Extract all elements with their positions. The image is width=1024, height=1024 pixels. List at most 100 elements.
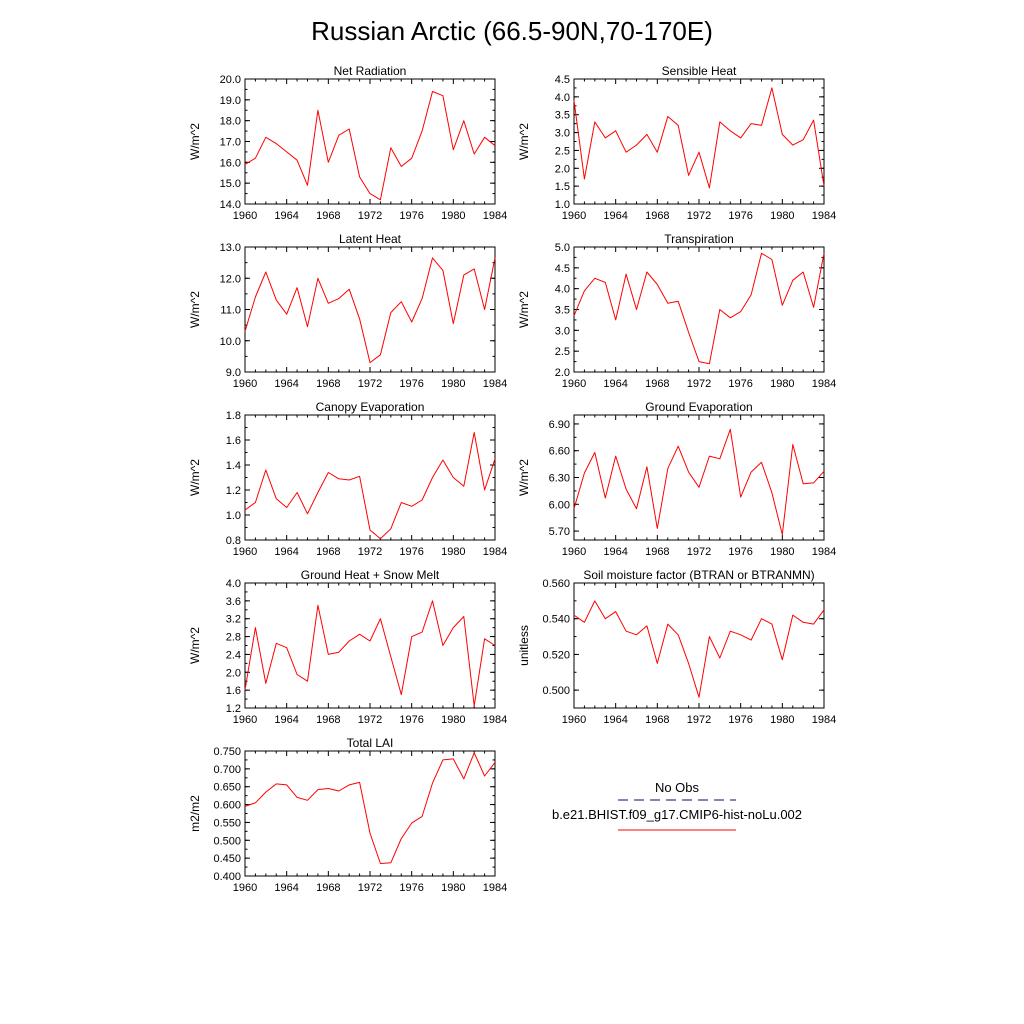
x-tick-label: 1984 bbox=[483, 714, 507, 726]
plot-frame bbox=[244, 78, 496, 205]
chart-panel: Total LAI m2/m2 1960 1964 1968 1972 1976 1980 19… bbox=[188, 736, 507, 894]
figure-title: Russian Arctic (66.5-90N,70-170E) bbox=[311, 16, 713, 46]
y-tick-label: 0.750 bbox=[213, 746, 241, 758]
y-axis-label: W/m^2 bbox=[517, 459, 531, 496]
y-tick-label: 1.8 bbox=[226, 410, 241, 422]
x-tick-label: 1972 bbox=[687, 546, 711, 558]
x-tick-label: 1972 bbox=[687, 378, 711, 390]
x-tick-label: 1960 bbox=[233, 714, 257, 726]
x-tick-label: 1980 bbox=[441, 714, 465, 726]
series-line bbox=[573, 428, 825, 536]
x-tick-label: 1984 bbox=[812, 546, 836, 558]
y-tick-label: 11.0 bbox=[220, 305, 241, 317]
y-tick-label: 4.0 bbox=[226, 578, 241, 590]
x-tick-label: 1960 bbox=[562, 546, 586, 558]
x-tick-label: 1984 bbox=[812, 210, 836, 222]
y-tick-label: 0.400 bbox=[213, 871, 241, 883]
x-tick-label: 1972 bbox=[358, 882, 382, 894]
plot-frame bbox=[573, 582, 825, 709]
series-line bbox=[573, 252, 825, 365]
chart-title: Soil moisture factor (BTRAN or BTRANMN) bbox=[583, 568, 814, 582]
y-axis-label: W/m^2 bbox=[188, 459, 202, 496]
x-tick-label: 1976 bbox=[399, 210, 423, 222]
y-tick-label: 6.00 bbox=[549, 499, 570, 511]
y-tick-label: 4.5 bbox=[555, 74, 570, 86]
x-tick-label: 1976 bbox=[399, 378, 423, 390]
y-tick-label: 10.0 bbox=[220, 336, 241, 348]
x-tick-label: 1984 bbox=[812, 378, 836, 390]
y-tick-label: 3.0 bbox=[555, 128, 570, 140]
y-tick-label: 3.0 bbox=[555, 325, 570, 337]
y-tick-label: 4.0 bbox=[555, 92, 570, 104]
chart-title: Ground Heat + Snow Melt bbox=[301, 568, 440, 582]
x-tick-label: 1976 bbox=[728, 714, 752, 726]
series-line bbox=[573, 87, 825, 189]
x-tick-label: 1972 bbox=[358, 714, 382, 726]
x-tick-label: 1984 bbox=[483, 378, 507, 390]
x-tick-label: 1960 bbox=[233, 378, 257, 390]
x-tick-label: 1980 bbox=[770, 714, 794, 726]
y-tick-label: 12.0 bbox=[220, 273, 241, 285]
series-line bbox=[244, 257, 496, 364]
y-axis-label: m2/m2 bbox=[188, 795, 202, 832]
y-axis-label: unitless bbox=[517, 625, 531, 666]
y-tick-label: 3.2 bbox=[226, 614, 241, 626]
chart-title: Transpiration bbox=[664, 232, 734, 246]
plot-frame bbox=[573, 246, 825, 373]
y-tick-label: 2.4 bbox=[226, 649, 241, 661]
x-tick-label: 1964 bbox=[603, 714, 627, 726]
x-tick-label: 1972 bbox=[358, 546, 382, 558]
y-tick-label: 4.5 bbox=[555, 263, 570, 275]
plot-frame bbox=[244, 750, 496, 877]
y-tick-label: 20.0 bbox=[220, 74, 241, 86]
y-axis-label: W/m^2 bbox=[188, 627, 202, 664]
y-tick-label: 2.8 bbox=[226, 632, 241, 644]
x-tick-label: 1960 bbox=[562, 210, 586, 222]
x-tick-label: 1960 bbox=[233, 882, 257, 894]
y-tick-label: 2.5 bbox=[555, 346, 570, 358]
series-line bbox=[244, 600, 496, 707]
y-tick-label: 0.600 bbox=[213, 800, 241, 812]
y-axis-label: W/m^2 bbox=[188, 291, 202, 328]
y-tick-label: 2.5 bbox=[555, 145, 570, 157]
plot-frame bbox=[573, 78, 825, 205]
x-tick-label: 1964 bbox=[603, 546, 627, 558]
x-tick-label: 1980 bbox=[770, 546, 794, 558]
x-tick-label: 1976 bbox=[399, 882, 423, 894]
y-tick-label: 0.8 bbox=[226, 535, 241, 547]
x-tick-label: 1968 bbox=[316, 210, 340, 222]
y-tick-label: 6.90 bbox=[549, 419, 570, 431]
y-tick-label: 2.0 bbox=[226, 667, 241, 679]
y-tick-label: 6.60 bbox=[549, 446, 570, 458]
chart-title: Ground Evaporation bbox=[645, 400, 752, 414]
x-tick-label: 1964 bbox=[603, 378, 627, 390]
y-tick-label: 4.0 bbox=[555, 284, 570, 296]
y-axis-label: W/m^2 bbox=[517, 291, 531, 328]
panels: Net Radiation W/m^2 1960 1964 1968 1972 1976 19… bbox=[188, 64, 836, 894]
x-tick-label: 1964 bbox=[603, 210, 627, 222]
y-tick-label: 3.5 bbox=[555, 305, 570, 317]
x-tick-label: 1976 bbox=[399, 714, 423, 726]
chart-panel: Soil moisture factor (BTRAN or BTRANMN) u… bbox=[517, 568, 836, 726]
x-tick-label: 1984 bbox=[812, 714, 836, 726]
x-tick-label: 1964 bbox=[274, 714, 298, 726]
y-tick-label: 14.0 bbox=[220, 199, 241, 211]
chart-panel: Ground Evaporation W/m^2 1960 1964 1968 1972 1… bbox=[517, 400, 836, 558]
x-tick-label: 1960 bbox=[233, 210, 257, 222]
x-tick-label: 1972 bbox=[358, 210, 382, 222]
chart-title: Net Radiation bbox=[334, 64, 407, 78]
chart-panel: Ground Heat + Snow Melt W/m^2 1960 1964 1968… bbox=[188, 568, 507, 726]
x-tick-label: 1964 bbox=[274, 546, 298, 558]
y-tick-label: 9.0 bbox=[226, 367, 241, 379]
x-tick-label: 1984 bbox=[483, 546, 507, 558]
legend-model-label: b.e21.BHIST.f09_g17.CMIP6-hist-noLu.002 bbox=[552, 807, 802, 822]
plot-frame bbox=[244, 246, 496, 373]
y-tick-label: 16.0 bbox=[220, 157, 241, 169]
x-tick-label: 1968 bbox=[645, 378, 669, 390]
chart-panel: Sensible Heat W/m^2 1960 1964 1968 1972 1976 19… bbox=[517, 64, 836, 222]
x-tick-label: 1976 bbox=[728, 378, 752, 390]
x-tick-label: 1984 bbox=[483, 210, 507, 222]
y-tick-label: 3.6 bbox=[226, 596, 241, 608]
series-line bbox=[244, 432, 496, 540]
